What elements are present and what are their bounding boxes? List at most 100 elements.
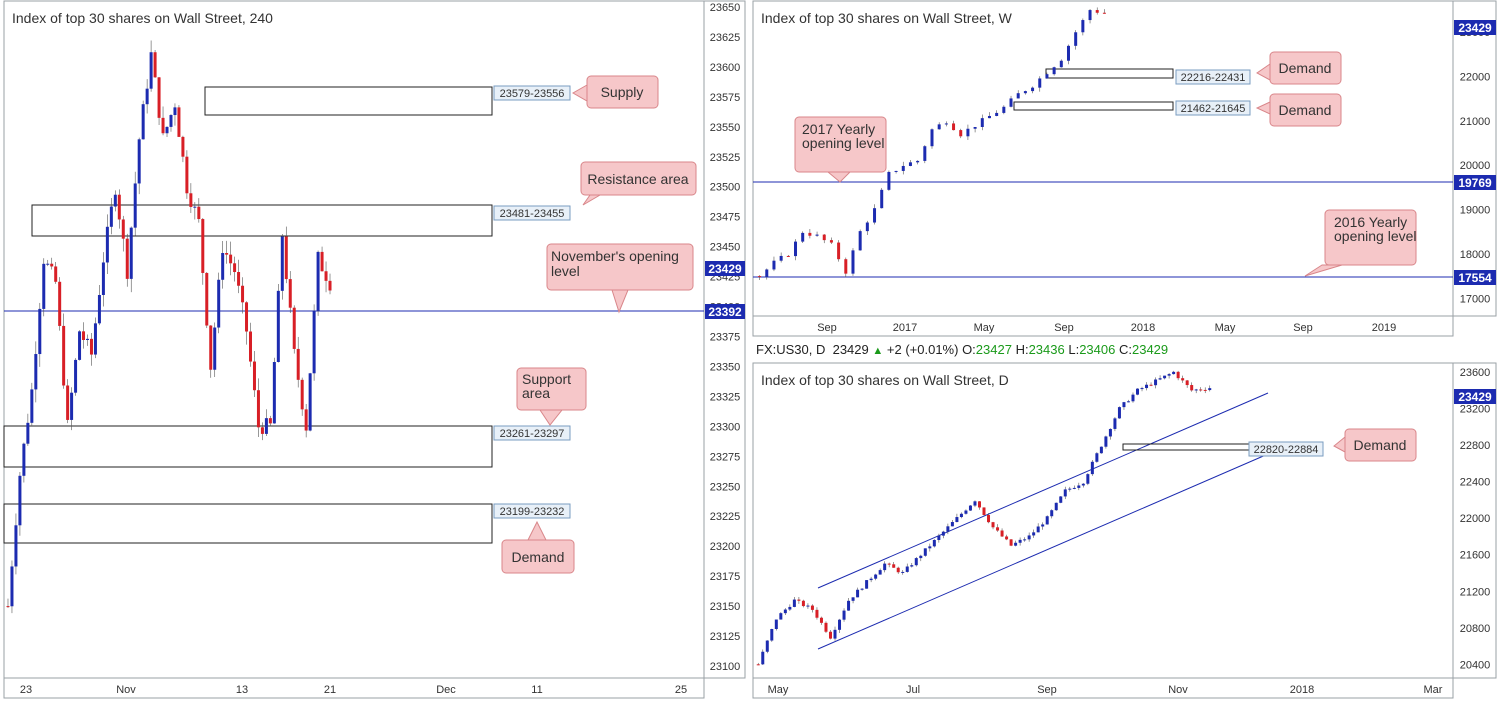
nov-open-tag: 23392 [705, 304, 745, 319]
y-tick-label: 20400 [1460, 659, 1491, 671]
candle-body [887, 171, 891, 190]
november-callout: November's opening level [546, 243, 694, 314]
candle-body [770, 629, 774, 641]
zones: 22216-22431 21462-21645 [1013, 68, 1251, 116]
candle-body [201, 219, 205, 273]
x-tick-label: Sep [1293, 322, 1313, 334]
demand-label: Demand [512, 549, 565, 565]
candle-body [1145, 384, 1149, 389]
zone-label-box [493, 425, 571, 441]
candle-body [810, 605, 814, 610]
candle-body [829, 240, 833, 243]
x-tick-label: 2018 [1290, 684, 1314, 696]
demand-callout: Demand [501, 520, 575, 574]
candle-body [300, 379, 304, 410]
candle-body [1068, 488, 1072, 490]
chart-daily-panel[interactable]: 23600 23200 22800 22400 22000 21600 21200 20800… [750, 362, 1497, 699]
x-tick-label: Jul [906, 684, 920, 696]
candle-body [1038, 78, 1042, 88]
candle-body [761, 651, 765, 665]
candle-body [923, 146, 927, 161]
candle-body [280, 236, 284, 291]
candle-body [1077, 485, 1081, 488]
candle-body [149, 52, 153, 89]
y-tick-label: 20800 [1460, 623, 1491, 635]
up-arrow-icon: ▲ [872, 345, 884, 357]
candles [6, 40, 332, 614]
chart-daily-svg[interactable]: 23600 23200 22800 22400 22000 21600 21200 20800… [750, 362, 1497, 699]
chart-title: Index of top 30 shares on Wall Street, W [761, 10, 1013, 26]
candle-body [30, 389, 34, 423]
candle-body [229, 254, 233, 264]
chart-4h-svg[interactable]: 23650 23625 23600 23575 23550 23525 23500 23475… [0, 0, 746, 699]
yearly-2016-callout: 2016 Yearly opening level [1304, 209, 1417, 277]
candle-body [1074, 32, 1078, 46]
candle-body [82, 331, 86, 340]
zone-label: 23579-23556 [500, 88, 565, 100]
candle-body [1014, 542, 1018, 546]
channel-lower-line [817, 453, 1269, 650]
y-tick-label: 23525 [710, 152, 741, 164]
candle-body [937, 124, 941, 130]
chart-4h-panel[interactable]: 23650 23625 23600 23575 23550 23525 23500 23475… [0, 0, 746, 699]
candle-body [941, 531, 945, 536]
y-tick-label: 22000 [1460, 71, 1491, 83]
candle-body [910, 565, 914, 567]
candle-body [109, 206, 113, 227]
zone-box [3, 503, 493, 544]
candle-body [838, 619, 842, 630]
candle-body [995, 112, 999, 116]
chart-weekly-panel[interactable]: 23000220002100020000190001800017000 Sep2… [750, 0, 1497, 337]
zone-label: 22216-22431 [1181, 72, 1246, 84]
candle-body [133, 183, 137, 228]
candle-body [1018, 539, 1022, 543]
x-tick-label: May [768, 684, 789, 696]
candle-body [1194, 389, 1198, 391]
zone-label: 21462-21645 [1181, 103, 1246, 115]
candle-body [70, 392, 74, 420]
candle-body [1163, 375, 1167, 379]
candle-body [847, 600, 851, 611]
x-tick-label: Mar [1424, 684, 1443, 696]
candle-body [959, 513, 963, 518]
candle-body [189, 193, 193, 207]
candle-body [38, 308, 42, 355]
candle-body [797, 599, 801, 601]
x-axis: Sep 2017 May Sep 2018 May Sep 2019 [817, 322, 1396, 334]
candle-body [842, 610, 846, 620]
candle-body [801, 600, 805, 607]
support-callout: Support area [516, 367, 587, 426]
y-tick-label: 19000 [1460, 205, 1491, 217]
candle-body [1095, 10, 1099, 13]
candle-body [966, 128, 970, 137]
candle-body [241, 285, 245, 303]
supply-callout: Supply [571, 75, 659, 109]
y-tick-label: 23625 [710, 32, 741, 44]
zone-label: 23261-23297 [500, 428, 565, 440]
candle-body [874, 574, 878, 579]
candle-body [923, 548, 927, 556]
candle-body [860, 588, 864, 590]
candle-body [10, 566, 14, 607]
y-tick-label: 23225 [710, 511, 741, 523]
candle-body [237, 272, 241, 286]
candle-body [833, 629, 837, 639]
candle-body [765, 640, 769, 652]
candle-body [1172, 371, 1176, 375]
y-tick-label: 22400 [1460, 477, 1491, 489]
candle-body [1176, 371, 1180, 379]
candle-body [1158, 378, 1162, 380]
candle-body [1052, 67, 1056, 75]
candle-body [824, 622, 828, 632]
candle-body [50, 263, 54, 267]
y-tick-label: 23200 [710, 541, 741, 553]
y-tick-label: 21000 [1460, 116, 1491, 128]
candle-body [18, 475, 22, 526]
candle-body [851, 597, 855, 601]
y-axis: 23650 23625 23600 23575 23550 23525 23500 23475… [710, 2, 741, 673]
chart-title: Index of top 30 shares on Wall Street, D [761, 372, 1009, 388]
candle-body [137, 139, 141, 184]
candle-body [880, 189, 884, 209]
chart-weekly-svg[interactable]: 23000220002100020000190001800017000 Sep2… [750, 0, 1497, 337]
y-tick-label: 17000 [1460, 293, 1491, 305]
